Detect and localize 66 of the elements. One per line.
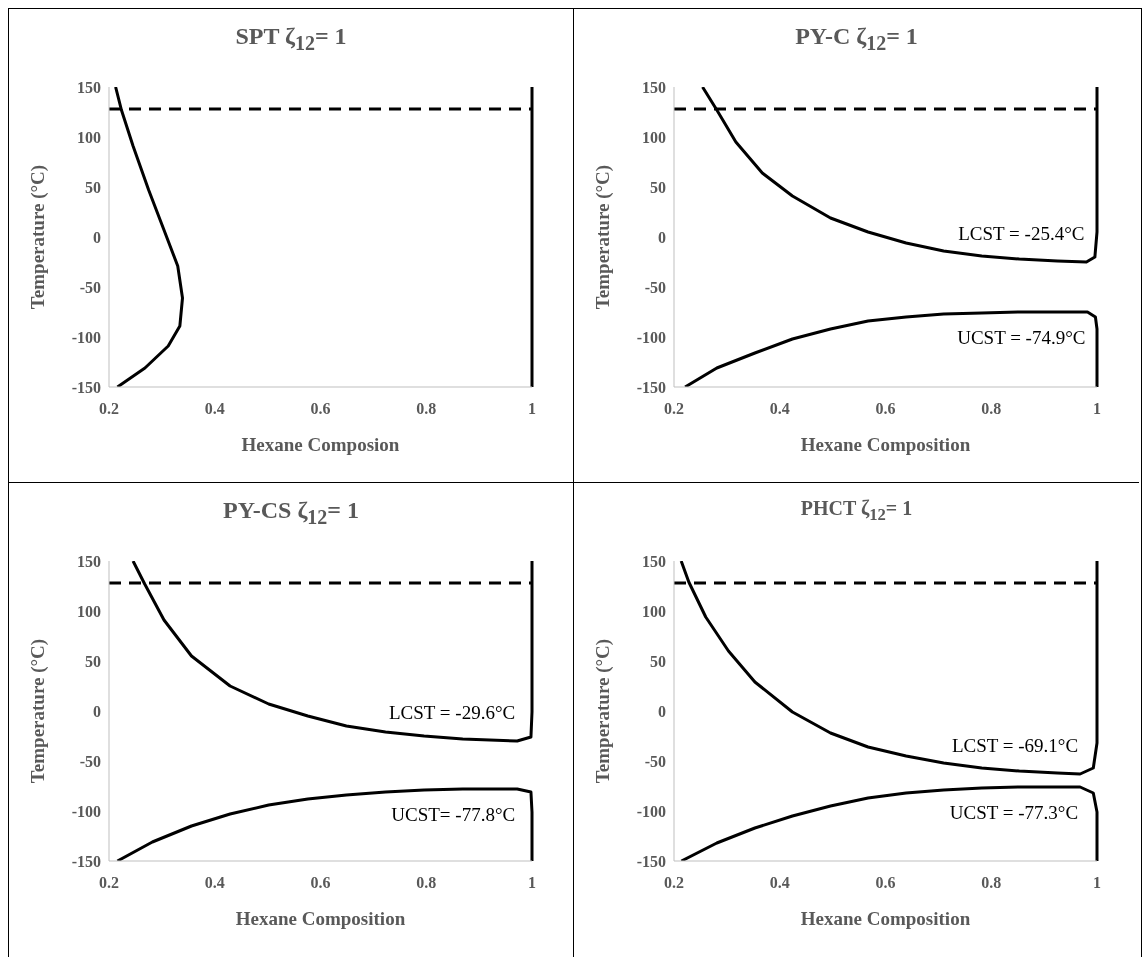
x-tick-label: 0.8 — [981, 400, 1002, 418]
y-axis-title: Temperature (°C) — [591, 164, 614, 310]
x-tick-label: 0.2 — [99, 400, 119, 418]
y-tick-label: -100 — [636, 802, 666, 820]
y-tick-label: 50 — [650, 178, 666, 196]
y-tick-label: -50 — [79, 752, 101, 770]
y-tick-label: -150 — [636, 378, 666, 396]
y-axis-title: Temperature (°C) — [26, 164, 49, 310]
y-tick-label: -100 — [636, 328, 666, 346]
y-tick-label: 50 — [85, 652, 101, 670]
y-tick-label: 0 — [658, 702, 666, 720]
y-tick-label: 150 — [642, 78, 666, 96]
y-tick-label: 0 — [93, 702, 101, 720]
x-tick-label: 0.2 — [664, 400, 684, 418]
x-tick-label: 0.8 — [981, 874, 1002, 892]
x-axis-title: Hexane Composition — [800, 908, 971, 929]
x-tick-label: 0.6 — [310, 874, 331, 892]
y-tick-label: 100 — [642, 602, 666, 620]
x-tick-label: 0.2 — [664, 874, 684, 892]
y-tick-label: 150 — [77, 552, 101, 570]
y-tick-label: -150 — [71, 852, 101, 870]
x-tick-label: 1 — [1093, 400, 1101, 418]
y-tick-label: 100 — [77, 602, 101, 620]
x-tick-label: 0.8 — [416, 874, 437, 892]
x-axis-title: Hexane Composition — [800, 434, 971, 455]
y-tick-label: -150 — [636, 852, 666, 870]
annotation: UCST = -74.9°C — [957, 327, 1086, 348]
annotation: LCST = -69.1°C — [951, 735, 1079, 756]
chart-title: PHCT ζ$_{12}$= 1 — [799, 496, 914, 526]
y-tick-label: 100 — [642, 128, 666, 146]
y-tick-label: 150 — [77, 78, 101, 96]
x-tick-label: 1 — [528, 400, 536, 418]
y-tick-label: -100 — [71, 328, 101, 346]
y-tick-label: -50 — [644, 278, 666, 296]
x-axis-title: Hexane Composion — [241, 434, 400, 455]
y-tick-label: 0 — [93, 228, 101, 246]
x-tick-label: 0.6 — [310, 400, 331, 418]
y-axis-title: Temperature (°C) — [591, 638, 614, 784]
x-tick-label: 1 — [528, 874, 536, 892]
x-tick-label: 0.2 — [99, 874, 119, 892]
chart-title: PY-C ζ$_{12}$= 1 — [794, 22, 919, 56]
x-tick-label: 0.8 — [416, 400, 437, 418]
annotation: UCST= -77.8°C — [391, 804, 516, 825]
annotation: LCST = -29.6°C — [389, 702, 516, 723]
x-tick-label: 0.4 — [769, 874, 790, 892]
y-tick-label: -100 — [71, 802, 101, 820]
y-tick-label: 100 — [77, 128, 101, 146]
annotation: LCST = -25.4°C — [958, 223, 1085, 244]
y-tick-label: 0 — [658, 228, 666, 246]
x-tick-label: 0.6 — [875, 400, 896, 418]
y-tick-label: -50 — [644, 752, 666, 770]
x-tick-label: 0.6 — [875, 874, 896, 892]
x-axis-title: Hexane Composition — [235, 908, 406, 929]
x-tick-label: 0.4 — [769, 400, 790, 418]
x-tick-label: 0.4 — [204, 400, 225, 418]
y-tick-label: -50 — [79, 278, 101, 296]
y-tick-label: 50 — [650, 652, 666, 670]
y-tick-label: 150 — [642, 552, 666, 570]
annotation: UCST = -77.3°C — [949, 802, 1079, 823]
x-tick-label: 1 — [1093, 874, 1101, 892]
chart-title: PY-CS ζ$_{12}$= 1 — [221, 496, 361, 530]
y-axis-title: Temperature (°C) — [26, 638, 49, 784]
y-tick-label: -150 — [71, 378, 101, 396]
x-tick-label: 0.4 — [204, 874, 225, 892]
y-tick-label: 50 — [85, 178, 101, 196]
chart-title: SPT ζ$_{12}$= 1 — [234, 22, 348, 56]
